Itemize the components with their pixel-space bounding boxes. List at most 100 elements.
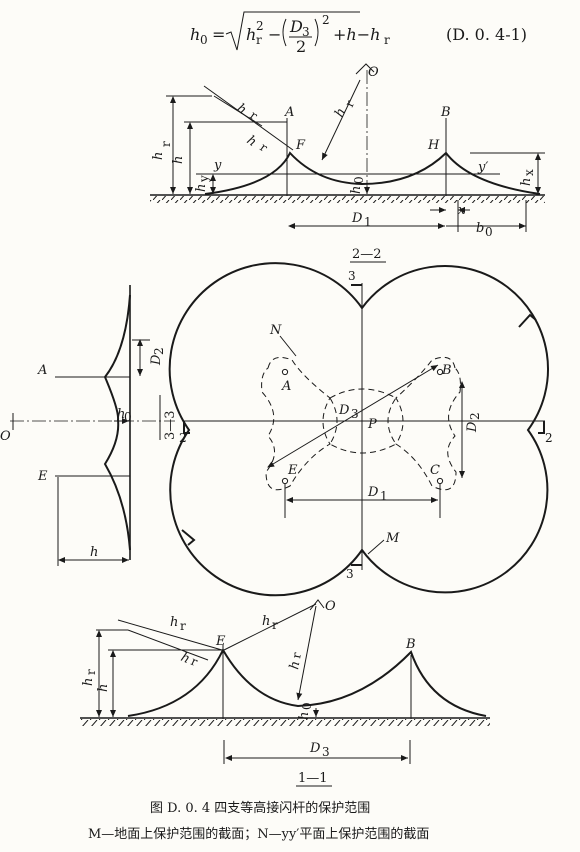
radius-line-O: [321, 79, 361, 161]
leader-N: [279, 335, 297, 357]
label-hr-3-sub: r: [342, 98, 357, 110]
label-h0-1-1: h: [297, 712, 312, 720]
label-h-1-1: h: [96, 684, 111, 692]
formula-r1-sub: r: [256, 33, 262, 47]
label-E-3-3: E: [37, 469, 48, 484]
label-hx-sub: x: [522, 169, 536, 176]
label-2-right: 2: [545, 431, 553, 445]
formula-r1: h: [246, 25, 256, 44]
label-A-2-2: A: [284, 105, 294, 120]
label-E-1-1: E: [215, 634, 226, 649]
plan-view: N M A B C E P D 3 D 2 D 1 2 2 3 3: [168, 262, 553, 597]
label-O-2-2: O: [368, 65, 379, 80]
rod-point-A: [281, 368, 289, 376]
radius-1-1-O: [296, 605, 317, 701]
formula-paren-right: [314, 18, 319, 47]
radius-line-2: [213, 95, 263, 127]
label-D3-1-1: D: [309, 741, 321, 756]
ground-hatch-1-1: [80, 719, 490, 726]
label-hr-1-1-vert-sub: r: [84, 669, 98, 675]
formula-lhs: h: [190, 25, 200, 44]
label-N: N: [269, 323, 282, 338]
label-H: H: [427, 138, 440, 153]
label-A-plan: A: [281, 379, 291, 394]
label-E-plan: E: [287, 463, 298, 478]
caption-title: 图 D. 0. 4 四支等高接闪杆的保护范围: [150, 800, 370, 816]
radius-1-1-c: [223, 603, 317, 651]
formula-frac-num: D: [289, 17, 303, 36]
protection-curve-2-2: [204, 151, 541, 195]
protection-curve-3-3: [103, 294, 131, 551]
ground-hatch-2-2: [150, 196, 545, 203]
mark-2-left: [183, 421, 190, 434]
label-hr-vert-sub: r: [159, 141, 173, 147]
label-B-1-1: B: [405, 637, 416, 652]
label-2-left: 2: [179, 431, 187, 445]
title-2-2: 2—2: [352, 247, 382, 262]
protection-curve-1-1: [127, 647, 487, 717]
label-hr-2-sub: r: [257, 140, 270, 155]
label-h0-2-2: h: [349, 186, 364, 194]
label-hx: h: [519, 178, 534, 186]
radius-1-1-b: [127, 629, 209, 661]
label-O-1-1: O: [325, 599, 336, 614]
formula-frac-num-sub: 3: [302, 25, 310, 39]
label-hr-1-1-a: h: [170, 615, 178, 630]
label-hr-1-1-d: h: [287, 660, 303, 671]
label-O-3-3: O: [0, 429, 11, 444]
label-D3-plan-sub: 3: [351, 407, 359, 421]
label-h0-2-2-sub: 0: [352, 176, 366, 184]
section-1-1: O E B h r h r h r h r h r h h 0 D 3 1—1: [80, 599, 490, 787]
section-2-2: O A B F H h r h r h r h r h y h y y′ h 0…: [150, 63, 545, 263]
label-b0: b: [476, 221, 484, 236]
formula-eq: =: [212, 25, 225, 44]
label-D1-2-2-sub: 1: [364, 215, 372, 229]
label-hr-1-1-c-sub: r: [272, 618, 278, 632]
label-D2-3-3-sub: 2: [152, 347, 166, 355]
formula-number: (D. 0. 4-1): [446, 25, 527, 44]
O-mark-1-1: [309, 599, 325, 611]
label-hr-1-1-a-sub: r: [180, 619, 186, 633]
mark-1-bottom: [181, 529, 196, 546]
rod-point-C: [436, 477, 444, 485]
formula-tail: +h−h: [333, 25, 380, 44]
formula-frac-den: 2: [296, 37, 306, 56]
label-b0-sub: 0: [485, 225, 493, 239]
label-hy-sub: y: [197, 175, 211, 183]
caption-legend: M—地面上保护范围的截面；N—yy′平面上保护范围的截面: [88, 826, 429, 842]
radius-1-1-a: [117, 619, 223, 651]
label-hr-1: h: [234, 101, 249, 118]
D3-dim-plan: [267, 364, 439, 468]
label-h0-3-3: h: [117, 407, 125, 422]
mark-2-right: [538, 421, 545, 434]
label-P: P: [367, 417, 377, 432]
formula-sqrt: [225, 11, 360, 51]
label-hr-1-1-b-sub: r: [189, 654, 200, 669]
label-D2-plan: D: [465, 421, 480, 433]
label-3-top: 3: [348, 269, 356, 283]
boundary-M: [168, 262, 549, 597]
label-D1-2-2: D: [351, 211, 363, 226]
label-y: y: [213, 158, 222, 173]
formula-r1-sup: 2: [256, 19, 264, 33]
section-3-3: A E O h 0 D 2 3—3 h: [0, 285, 178, 566]
label-D2-plan-sub: 2: [468, 412, 482, 420]
formula-lhs-sub: 0: [200, 33, 208, 47]
label-C-plan: C: [430, 463, 440, 478]
label-hr-1-1-vert: h: [81, 678, 96, 686]
title-1-1: 1—1: [298, 771, 328, 786]
formula-paren-left: [282, 18, 287, 47]
label-hr-vert: h: [151, 152, 166, 160]
leader-M: [367, 539, 385, 555]
label-D1-plan-sub: 1: [380, 489, 388, 503]
label-h0-3-3-sub: 0: [124, 410, 132, 424]
label-M: M: [385, 531, 400, 546]
label-D2-3-3: D: [149, 354, 164, 366]
label-D3-plan: D: [338, 403, 350, 418]
mark-1-top: [518, 313, 537, 328]
label-F: F: [295, 138, 306, 153]
label-h-3-3: h: [90, 545, 98, 560]
label-h0-1-1-sub: 0: [300, 702, 314, 710]
label-A-3-3: A: [37, 363, 47, 378]
